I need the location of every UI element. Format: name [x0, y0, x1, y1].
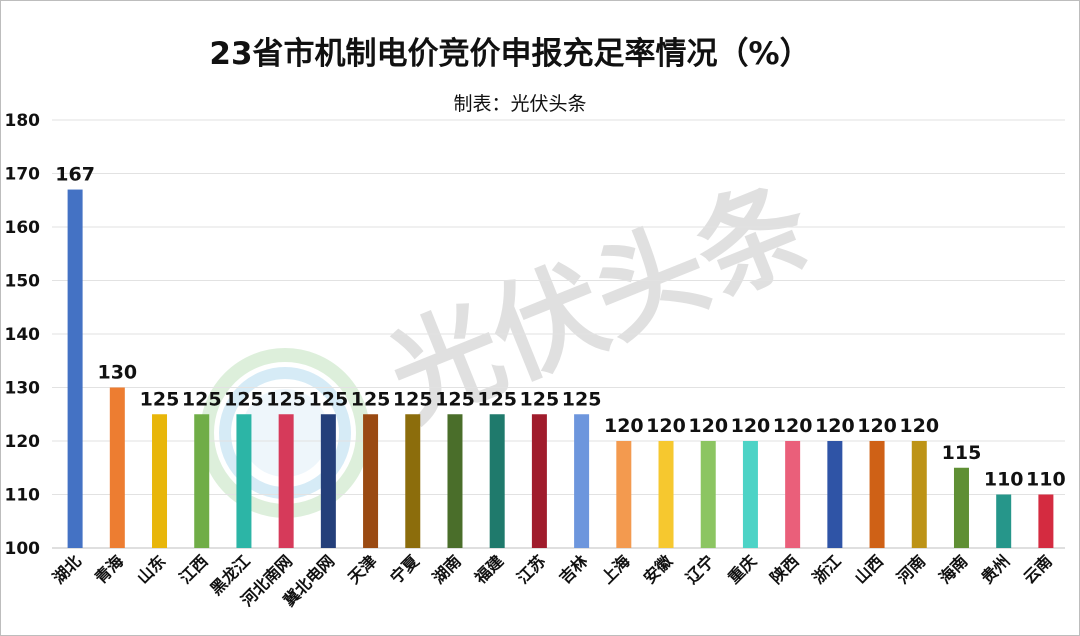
bar — [489, 414, 505, 548]
data-label: 130 — [97, 362, 137, 384]
data-label: 125 — [140, 388, 180, 410]
bar — [531, 414, 547, 548]
y-tick-label: 140 — [5, 325, 41, 345]
data-label: 120 — [815, 415, 855, 437]
bar — [194, 414, 210, 548]
x-tick-label: 福建 — [470, 551, 507, 588]
bars — [67, 189, 1054, 549]
bar — [996, 494, 1012, 548]
bar — [320, 414, 336, 548]
bar — [236, 414, 252, 548]
data-label: 125 — [266, 388, 306, 410]
bar — [827, 441, 843, 548]
bar — [405, 414, 421, 548]
bar — [447, 414, 463, 548]
data-label: 125 — [477, 388, 517, 410]
data-label: 167 — [55, 164, 95, 186]
y-tick-label: 180 — [5, 111, 41, 131]
data-label: 120 — [646, 415, 686, 437]
x-tick-label: 湖南 — [429, 551, 465, 587]
data-label: 120 — [604, 415, 644, 437]
x-tick-label: 青海 — [91, 551, 127, 587]
bar — [152, 414, 168, 548]
x-tick-label: 河南 — [893, 551, 929, 587]
data-label: 115 — [942, 442, 982, 464]
data-label: 120 — [773, 415, 813, 437]
bar — [658, 441, 674, 548]
x-tick-label: 吉林 — [555, 551, 591, 587]
bar — [67, 189, 83, 549]
data-label: 125 — [182, 388, 222, 410]
data-label: 110 — [984, 469, 1024, 491]
data-label: 120 — [899, 415, 939, 437]
data-label: 125 — [435, 388, 475, 410]
gridlines — [52, 119, 1065, 549]
bar — [574, 414, 590, 548]
x-tick-label: 江西 — [175, 551, 211, 587]
bar — [785, 441, 801, 548]
x-tick-label: 云南 — [1020, 551, 1056, 587]
bar — [742, 441, 758, 548]
bar — [363, 414, 379, 548]
x-tick-label: 安徽 — [640, 551, 677, 588]
x-tick-label: 天津 — [344, 551, 380, 587]
data-label: 110 — [1026, 469, 1066, 491]
x-tick-label: 重庆 — [724, 551, 760, 587]
data-label: 120 — [857, 415, 897, 437]
bar — [953, 467, 969, 548]
data-label: 125 — [224, 388, 264, 410]
x-tick-label: 山东 — [133, 551, 169, 587]
chart-title: 23省市机制电价竞价申报充足率情况（%） — [209, 36, 811, 72]
bar — [278, 414, 294, 548]
x-tick-label: 上海 — [598, 551, 634, 587]
data-label: 125 — [309, 388, 349, 410]
y-tick-label: 170 — [5, 165, 41, 185]
watermark: 光伏头条 — [200, 161, 828, 518]
x-tick-label: 辽宁 — [682, 551, 718, 587]
data-label: 125 — [351, 388, 391, 410]
data-label: 125 — [393, 388, 433, 410]
y-tick-label: 150 — [5, 272, 41, 292]
data-label: 120 — [688, 415, 728, 437]
x-tick-label: 宁夏 — [387, 551, 424, 588]
y-tick-label: 110 — [5, 486, 41, 506]
y-tick-label: 160 — [5, 218, 41, 238]
x-tick-label: 江苏 — [513, 551, 549, 587]
bar — [616, 441, 632, 548]
data-label: 125 — [562, 388, 602, 410]
bar — [1038, 494, 1054, 548]
y-tick-label: 130 — [5, 379, 41, 399]
bar — [700, 441, 716, 548]
y-tick-label: 120 — [5, 432, 41, 452]
x-tick-label: 陕西 — [766, 551, 802, 587]
y-axis-ticks: 100 110 120 130 140 150 160 170 180 — [5, 111, 41, 559]
y-tick-label: 100 — [5, 539, 41, 559]
data-label: 125 — [520, 388, 560, 410]
bar — [911, 441, 927, 548]
x-tick-label: 山西 — [851, 551, 887, 587]
chart-subtitle: 制表：光伏头条 — [453, 93, 587, 115]
bar — [109, 387, 125, 548]
x-tick-label: 贵州 — [977, 551, 1013, 587]
data-label: 120 — [731, 415, 771, 437]
x-axis-ticks: 湖北 青海 山东 江西黑龙江河北南网冀北电网 天津 宁夏 湖南 福建 江苏 吉林 上海 安徽 辽宁 重庆陕… — [49, 551, 1056, 610]
bar — [869, 441, 885, 548]
x-tick-label: 海南 — [935, 551, 971, 587]
x-tick-label: 浙江 — [809, 551, 845, 587]
x-tick-label: 湖北 — [49, 551, 85, 587]
